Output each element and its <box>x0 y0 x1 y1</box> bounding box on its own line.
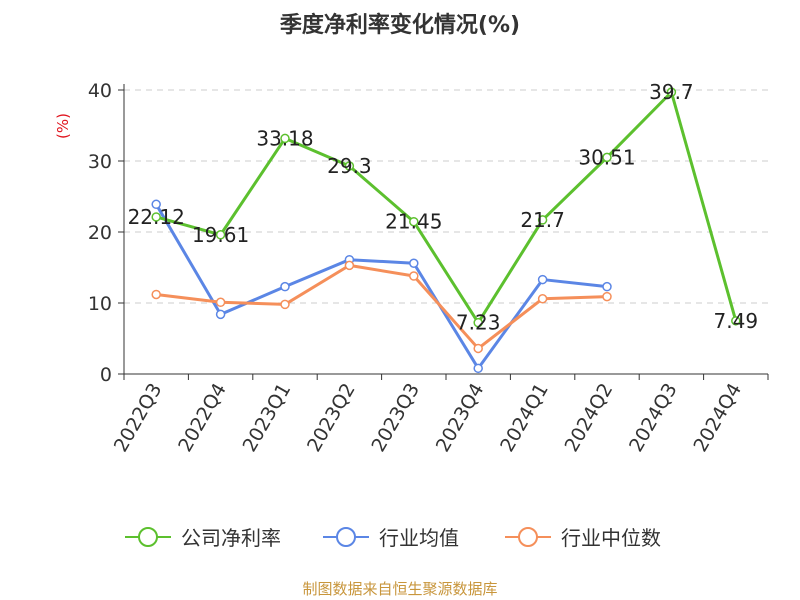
data-label: 39.7 <box>649 80 694 104</box>
series-point-1 <box>280 281 290 292</box>
x-tick-label: 2023Q3 <box>367 380 424 456</box>
y-axis-ticks: 0 10 20 30 40 <box>88 80 124 386</box>
y-tick-label: 20 <box>88 222 112 244</box>
data-label: 33.18 <box>256 126 313 150</box>
data-label: 19.61 <box>192 223 249 247</box>
series-point-0 <box>731 316 741 326</box>
legend-swatch-marker <box>138 527 158 547</box>
series-point-2 <box>280 299 290 310</box>
series-point-2 <box>602 291 612 302</box>
series-line-2 <box>156 263 608 350</box>
chart-title: 季度净利率变化情况(%) <box>280 12 520 38</box>
legend-swatch-marker <box>518 527 538 547</box>
data-label: 21.45 <box>385 210 442 234</box>
series-point-1 <box>537 274 548 285</box>
series-point-2 <box>215 297 226 308</box>
y-tick-label: 10 <box>88 293 112 315</box>
series-point-1 <box>215 309 226 320</box>
x-tick-label: 2024Q3 <box>625 380 682 456</box>
data-label: 7.49 <box>714 309 759 333</box>
series-point-0 <box>602 152 612 163</box>
series-layer <box>151 87 741 374</box>
x-tick-label: 2024Q2 <box>561 380 618 456</box>
series-point-2 <box>473 343 483 354</box>
y-tick-label: 0 <box>100 364 112 386</box>
x-tick-label: 2022Q3 <box>110 380 167 456</box>
series-point-1 <box>409 258 419 268</box>
data-label: 22.12 <box>128 205 185 229</box>
x-tick-label: 2023Q2 <box>303 380 360 456</box>
series-point-0 <box>537 215 548 225</box>
series-point-0 <box>280 133 290 144</box>
legend-label: 行业均值 <box>379 526 459 550</box>
x-tick-label: 2023Q1 <box>239 380 296 456</box>
x-axis-ticks: 2022Q3 2022Q4 2023Q1 2023Q2 2023Q3 2023Q4 2024… <box>110 374 769 456</box>
data-label: 21.7 <box>520 208 565 232</box>
legend-label: 公司净利率 <box>181 526 281 550</box>
series-point-1 <box>473 363 483 374</box>
series-point-0 <box>666 87 677 97</box>
legend-swatch-marker <box>336 527 356 547</box>
series-point-0 <box>473 317 483 328</box>
grid-lines <box>124 89 768 304</box>
series-point-2 <box>537 293 548 304</box>
series-point-2 <box>409 271 419 281</box>
data-label: 30.51 <box>578 145 635 169</box>
series-point-2 <box>151 289 161 300</box>
series-point-0 <box>409 216 419 227</box>
x-tick-label: 2024Q1 <box>496 380 553 456</box>
y-tick-label: 40 <box>88 80 112 102</box>
series-point-1 <box>602 281 612 292</box>
legend: 公司净利率 行业均值 行业中位数 <box>125 526 661 550</box>
data-labels: 22.12 19.61 33.18 29.3 21.45 7.23 21.7 30.51 39.… <box>128 80 758 335</box>
y-axis-unit: (%) <box>54 113 72 139</box>
series-point-2 <box>344 260 355 271</box>
x-tick-label: 2022Q4 <box>174 380 231 456</box>
series-point-0 <box>344 161 355 171</box>
x-tick-label: 2023Q4 <box>432 380 489 456</box>
series-point-0 <box>151 212 161 222</box>
series-point-1 <box>151 199 161 210</box>
y-tick-label: 30 <box>88 151 112 173</box>
legend-label: 行业中位数 <box>561 526 661 550</box>
data-label: 29.3 <box>327 154 372 178</box>
series-line-1 <box>154 203 608 370</box>
series-point-0 <box>215 230 226 240</box>
x-tick-label: 2024Q4 <box>689 380 746 456</box>
data-label: 7.23 <box>456 311 501 335</box>
source-note: 制图数据来自恒生聚源数据库 <box>302 580 497 598</box>
series-line-0 <box>155 90 738 325</box>
